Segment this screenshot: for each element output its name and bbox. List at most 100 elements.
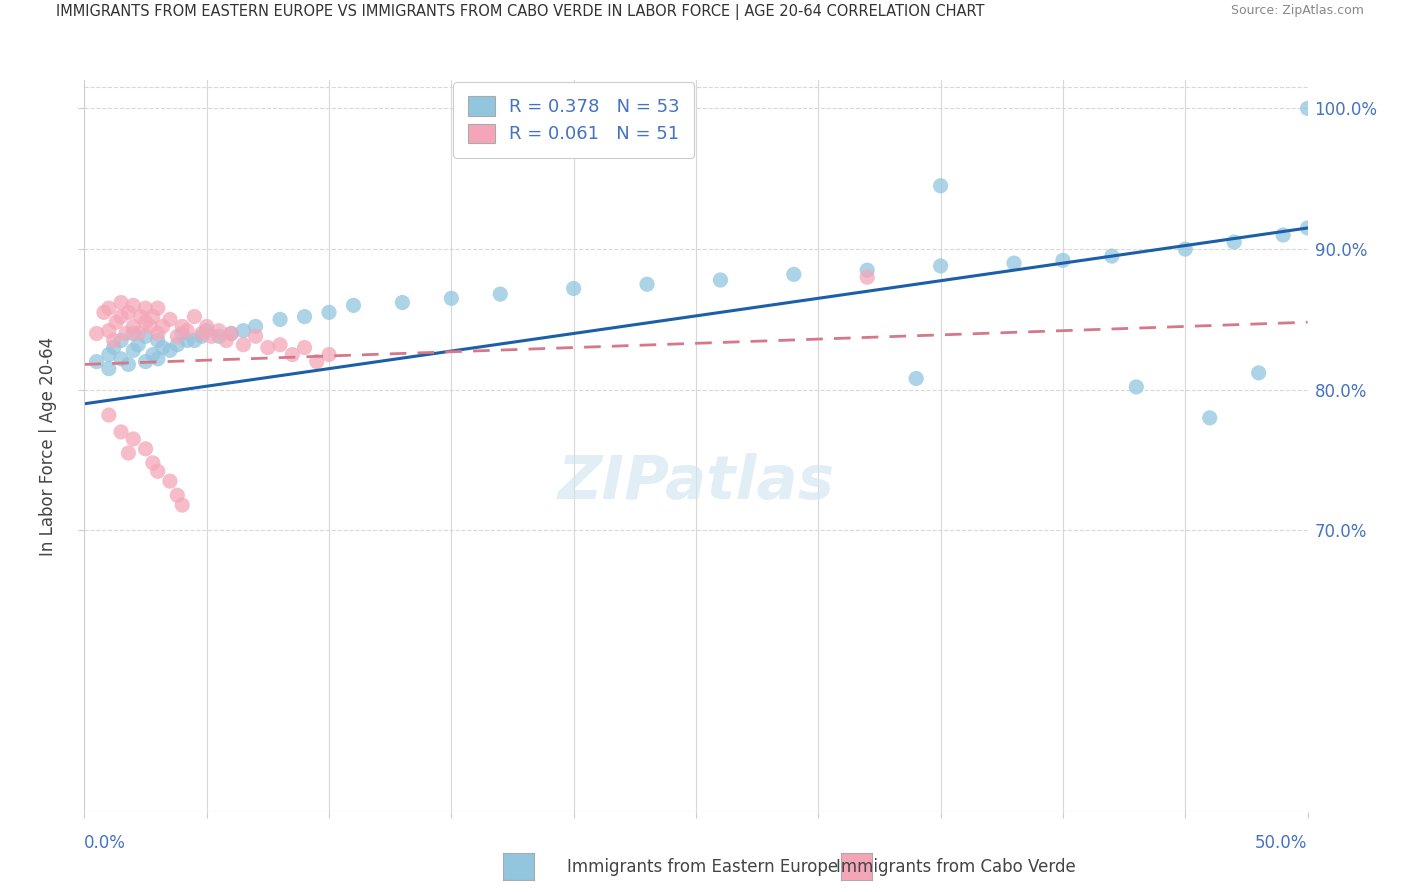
- Point: [219, 326, 242, 341]
- Point: [709, 273, 731, 287]
- Point: [110, 310, 132, 324]
- Point: [122, 432, 145, 446]
- Y-axis label: In Labor Force | Age 20-64: In Labor Force | Age 20-64: [39, 336, 58, 556]
- Text: 50.0%: 50.0%: [1256, 834, 1308, 852]
- Point: [1223, 235, 1246, 249]
- Point: [183, 334, 205, 348]
- Point: [97, 408, 120, 422]
- Point: [294, 310, 316, 324]
- Point: [172, 326, 194, 341]
- Point: [127, 326, 149, 341]
- Point: [122, 319, 145, 334]
- Point: [93, 305, 115, 319]
- Point: [139, 319, 162, 334]
- Point: [176, 334, 198, 348]
- Point: [105, 315, 128, 329]
- Point: [146, 464, 169, 478]
- Legend: R = 0.378   N = 53, R = 0.061   N = 51: R = 0.378 N = 53, R = 0.061 N = 51: [453, 82, 695, 158]
- Point: [115, 326, 138, 341]
- Point: [166, 329, 188, 343]
- Point: [269, 312, 291, 326]
- Point: [856, 263, 879, 277]
- Point: [1002, 256, 1025, 270]
- Point: [97, 348, 120, 362]
- Point: [122, 298, 145, 312]
- Point: [215, 334, 238, 348]
- Point: [176, 324, 198, 338]
- Point: [135, 301, 157, 315]
- Point: [129, 310, 152, 324]
- Point: [1052, 253, 1074, 268]
- Point: [1125, 380, 1147, 394]
- Point: [208, 329, 231, 343]
- Point: [135, 315, 157, 329]
- Point: [281, 348, 304, 362]
- Point: [191, 326, 214, 341]
- Point: [135, 442, 157, 456]
- Point: [269, 337, 291, 351]
- Point: [146, 351, 169, 366]
- Point: [318, 305, 340, 319]
- Point: [219, 326, 242, 341]
- Point: [191, 329, 214, 343]
- Point: [117, 305, 139, 319]
- Point: [110, 351, 132, 366]
- Point: [103, 334, 125, 348]
- Point: [117, 358, 139, 372]
- Point: [245, 319, 267, 334]
- Point: [166, 488, 188, 502]
- Point: [183, 310, 205, 324]
- Point: [122, 343, 145, 358]
- Point: [97, 361, 120, 376]
- Point: [110, 425, 132, 439]
- Point: [905, 371, 928, 385]
- Point: [166, 337, 188, 351]
- Point: [159, 343, 181, 358]
- Point: [152, 319, 174, 334]
- Point: [318, 348, 340, 362]
- Point: [195, 324, 218, 338]
- Text: IMMIGRANTS FROM EASTERN EUROPE VS IMMIGRANTS FROM CABO VERDE IN LABOR FORCE | AG: IMMIGRANTS FROM EASTERN EUROPE VS IMMIGR…: [56, 4, 984, 21]
- Point: [489, 287, 512, 301]
- Point: [562, 281, 585, 295]
- Point: [127, 337, 149, 351]
- Point: [342, 298, 364, 312]
- Point: [172, 319, 194, 334]
- Point: [110, 295, 132, 310]
- Text: Source: ZipAtlas.com: Source: ZipAtlas.com: [1230, 4, 1364, 18]
- Point: [117, 446, 139, 460]
- Point: [294, 341, 316, 355]
- Text: ZIPatlas: ZIPatlas: [557, 453, 835, 512]
- Point: [232, 324, 254, 338]
- Point: [929, 178, 952, 193]
- Text: 0.0%: 0.0%: [84, 834, 127, 852]
- Point: [440, 291, 463, 305]
- Point: [86, 354, 108, 368]
- Point: [97, 301, 120, 315]
- Point: [122, 326, 145, 341]
- Point: [200, 329, 222, 343]
- Point: [159, 312, 181, 326]
- Point: [86, 326, 108, 341]
- Point: [1296, 102, 1319, 116]
- Point: [135, 329, 157, 343]
- Point: [305, 354, 328, 368]
- Text: Immigrants from Eastern Europe: Immigrants from Eastern Europe: [568, 858, 838, 876]
- Point: [146, 326, 169, 341]
- Point: [146, 334, 169, 348]
- Point: [97, 324, 120, 338]
- Point: [135, 354, 157, 368]
- Point: [257, 341, 280, 355]
- Point: [856, 270, 879, 285]
- Point: [929, 259, 952, 273]
- Point: [208, 324, 231, 338]
- Point: [1247, 366, 1270, 380]
- Point: [172, 498, 194, 512]
- Point: [146, 301, 169, 315]
- Point: [636, 277, 658, 292]
- Point: [1101, 249, 1123, 263]
- Point: [159, 474, 181, 488]
- Text: Immigrants from Cabo Verde: Immigrants from Cabo Verde: [837, 858, 1076, 876]
- Point: [1272, 227, 1295, 242]
- Point: [152, 341, 174, 355]
